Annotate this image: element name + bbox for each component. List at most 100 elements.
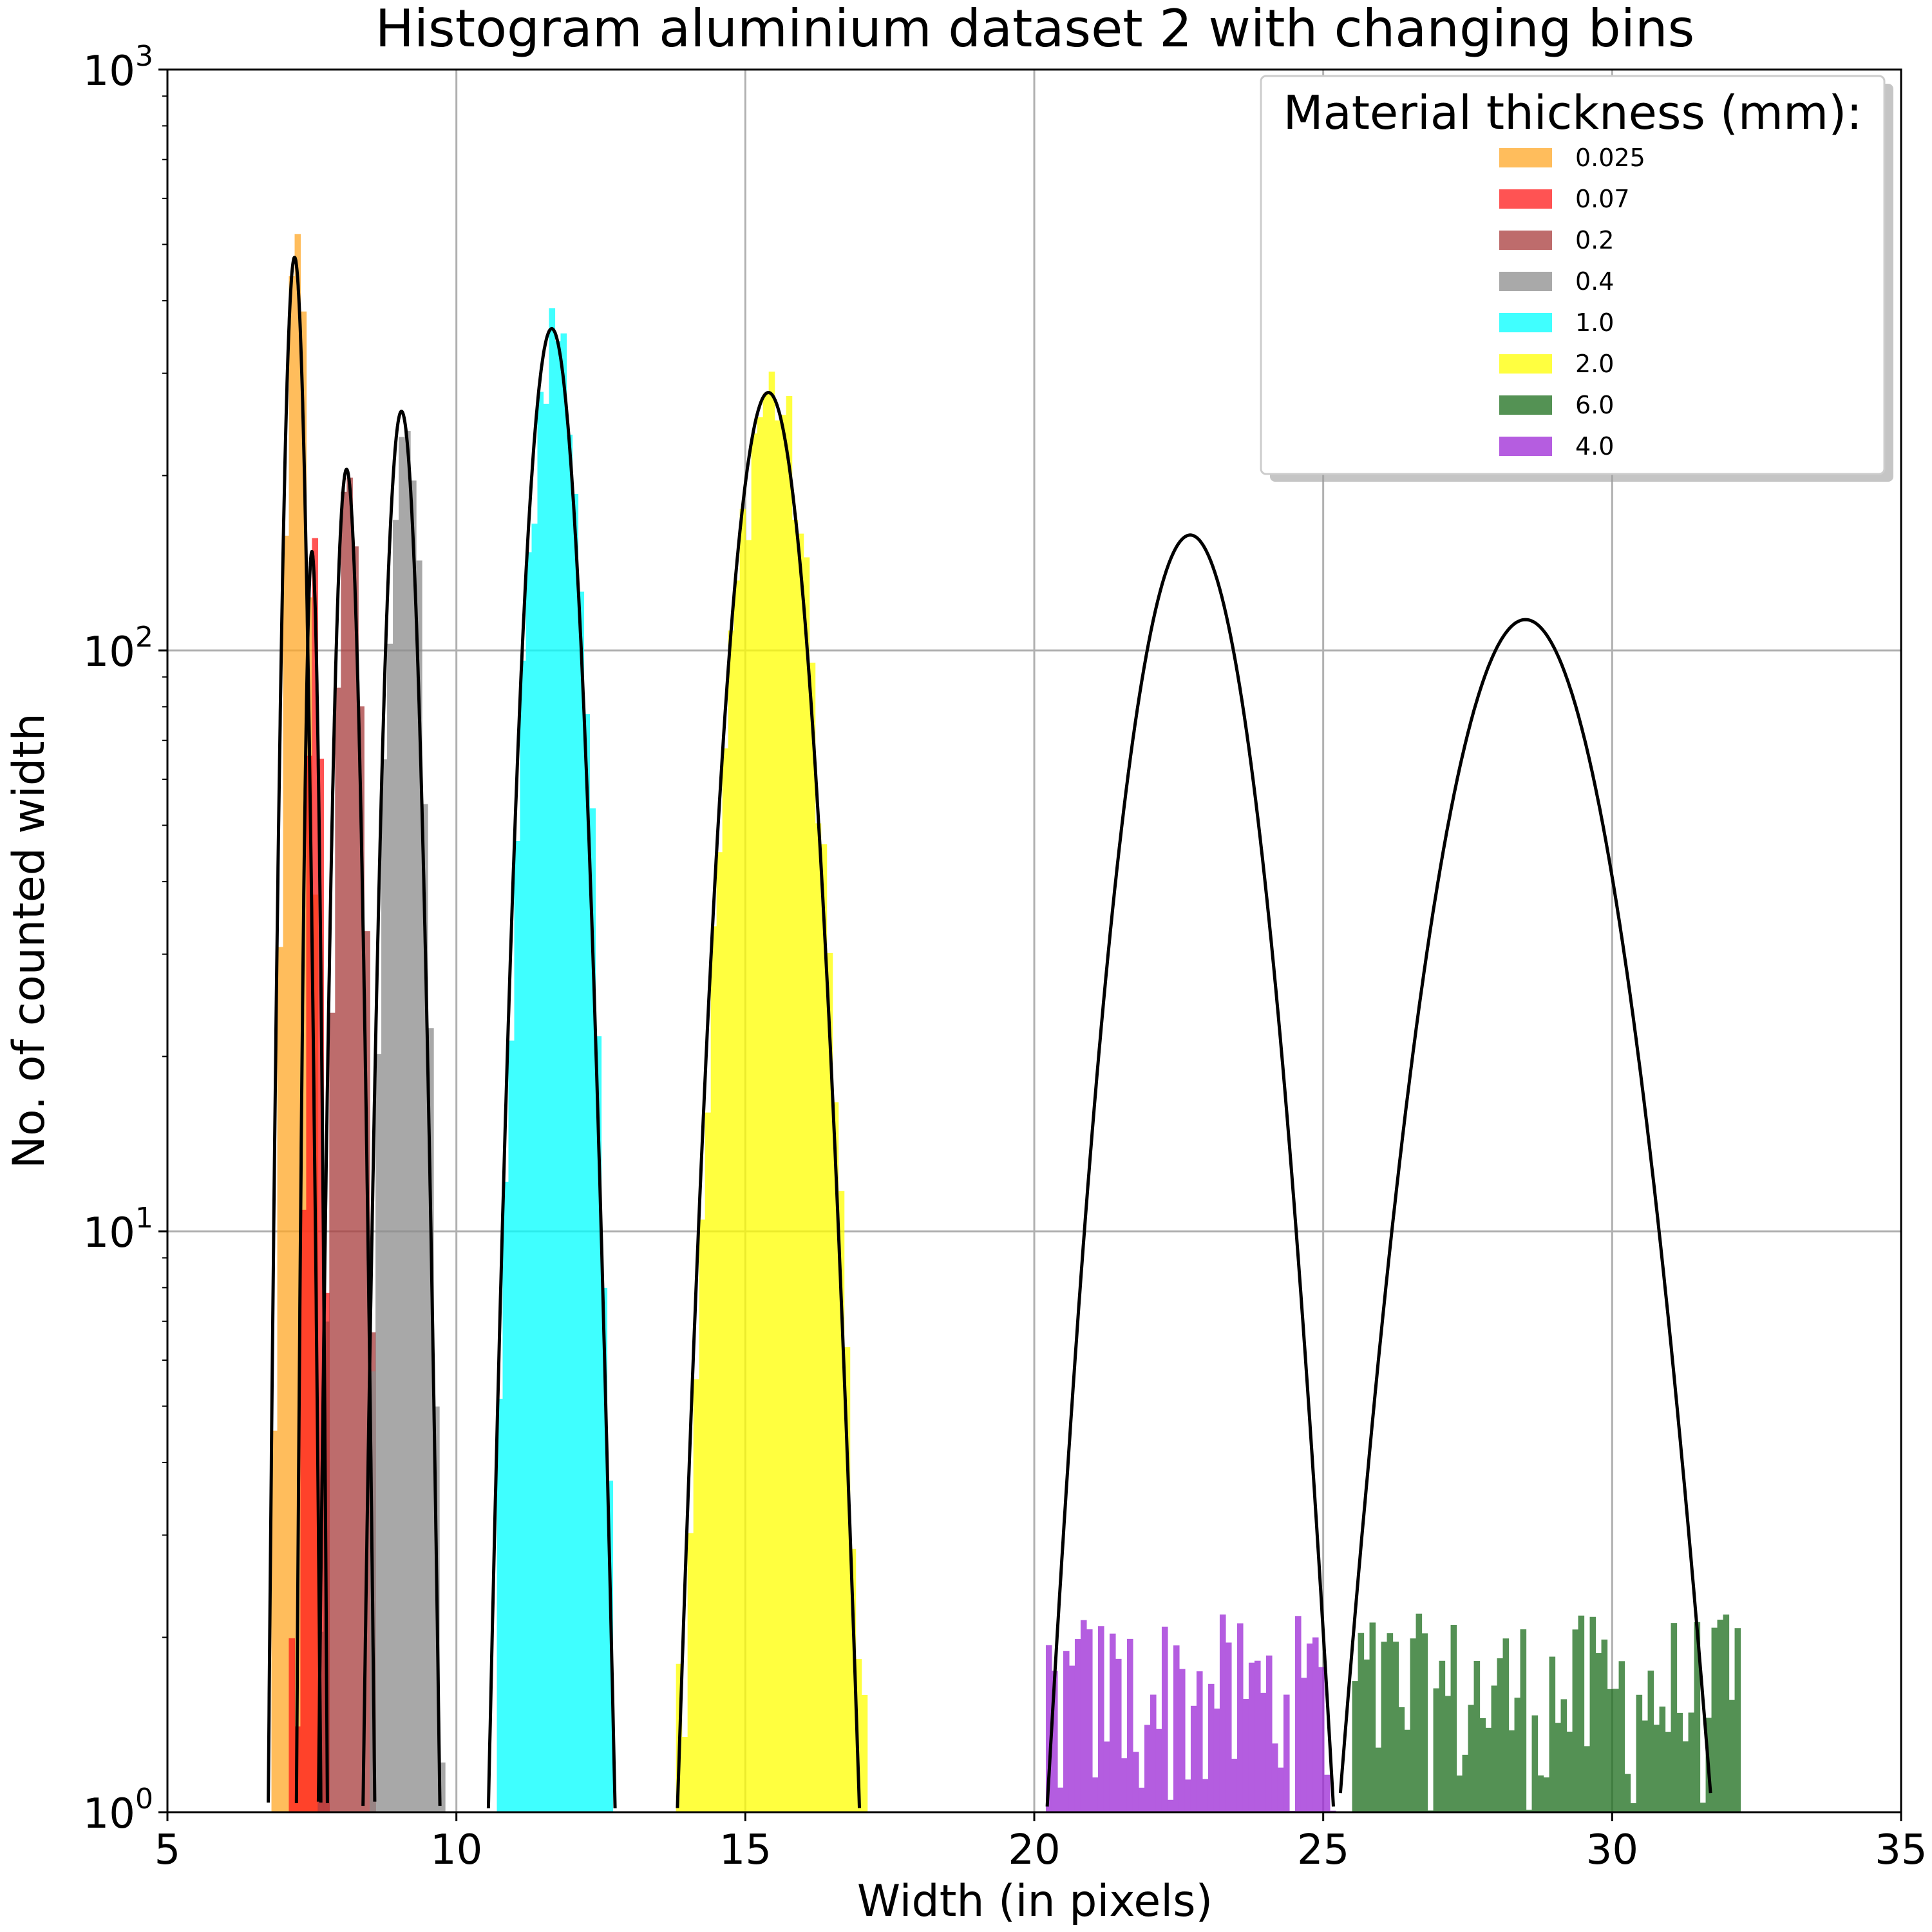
gaussian-fit-curves [267,256,1712,1809]
histogram-bar [531,524,538,1812]
histogram-bar [1115,1658,1122,1812]
histogram-bar [820,844,828,1812]
histogram-bar [381,759,388,1812]
histogram-bar [1607,1689,1614,1812]
histogram-bar [1688,1712,1695,1812]
histogram-bar [578,591,585,1813]
legend-swatch [1499,395,1552,415]
histogram-bar [1144,1725,1151,1812]
histogram-bar [1121,1758,1128,1812]
histogram-bar [1711,1627,1718,1812]
histogram-bar [1283,1694,1290,1812]
histogram-bar [1167,1799,1174,1812]
x-axis-ticks: 5 10 15 20 25 30 35 [155,1812,1927,1874]
legend-entry-label: 0.07 [1575,185,1630,213]
histogram-bar [1173,1645,1180,1812]
histogram-bar [1630,1803,1637,1812]
histogram-bar [1352,1681,1359,1812]
histogram-bar [497,1398,504,1812]
histogram-bar [387,643,393,1812]
histogram-bar [1566,1731,1573,1812]
histogram-bar [1416,1613,1423,1812]
histogram-bar [335,687,341,1812]
x-tick-label: 30 [1586,1826,1638,1874]
histogram-bar [566,434,573,1812]
histogram-bar [601,1287,608,1812]
fit-curve [1045,533,1335,1807]
x-tick-label: 20 [1008,1826,1060,1874]
histogram-bar [1462,1754,1469,1812]
histogram-bar [1676,1712,1683,1812]
histogram-bar [1636,1694,1643,1812]
histogram-bar [422,804,428,1812]
legend-swatch [1499,148,1552,167]
fit-curve [361,410,442,1806]
fit-curve [316,468,377,1802]
legend-entry-label: 6.0 [1575,391,1614,419]
histogram-bar [1150,1694,1157,1812]
histogram-bar [1254,1660,1261,1812]
y-tick-label: 101 [83,1202,153,1257]
legend-box [1260,75,1886,475]
histogram-bar [1647,1671,1654,1812]
histogram-bar [1485,1727,1492,1812]
fit-curve [267,256,323,1803]
histogram-bar [1375,1747,1382,1812]
histogram-bar [705,1112,712,1812]
histogram-bar [1213,1709,1220,1812]
histogram-bar [1208,1683,1215,1812]
y-tick-label: 102 [83,621,153,676]
histogram-bar [526,552,533,1813]
histogram-bar [1734,1628,1741,1812]
histogram-bar [855,1659,862,1812]
histogram-bar [428,1028,434,1812]
histogram-bar [681,1736,688,1812]
histogram-bar [1560,1699,1567,1812]
histogram-bar [1404,1729,1411,1812]
histogram-bar [346,477,353,1813]
histogram-bar [1444,1696,1452,1812]
histogram-bar [826,952,833,1812]
histogram-bar [844,1347,851,1812]
histogram-bar [762,393,770,1812]
histogram-bar [1613,1689,1620,1812]
histogram-bar [722,748,729,1812]
histogram-bar [757,417,764,1813]
histogram-bar [1392,1642,1399,1812]
histogram-bar [1318,1667,1325,1812]
histogram-bar [797,533,804,1813]
legend-swatch [1499,313,1552,332]
series-2_0-bars [676,372,868,1813]
series-6_0-bars [1352,1613,1741,1812]
histogram-bar [520,660,527,1812]
histogram-bar [1219,1614,1226,1812]
histogram-bar [1300,1678,1307,1812]
histogram-bar [1549,1656,1556,1812]
histogram-bar [1294,1616,1302,1812]
histogram-bar [734,580,741,1812]
histogram-bar [1109,1633,1116,1812]
histogram-bar [1491,1685,1498,1812]
histogram-bar [1242,1698,1249,1812]
legend-swatch [1499,354,1552,374]
histogram-bar [699,1219,706,1812]
x-tick-label: 15 [719,1826,772,1874]
histogram-bar [809,662,816,1812]
histogram-bar [283,535,290,1812]
histogram-bar [1671,1623,1678,1812]
fit-curve [486,327,617,1809]
histogram-bar [1236,1623,1244,1812]
histogram-bar [1184,1779,1191,1812]
histogram-bar [791,520,799,1812]
histogram-bar [1456,1776,1463,1812]
histogram-bar [1265,1655,1273,1812]
histogram-bar [1398,1707,1405,1812]
histogram-bar [1086,1629,1093,1812]
histogram-bar [1196,1671,1203,1812]
x-tick-label: 35 [1875,1826,1927,1874]
histogram-bar [1057,1787,1064,1812]
histogram-bar [1479,1718,1486,1812]
histogram-bar [1502,1638,1510,1812]
histogram-bar [1694,1622,1701,1812]
histogram-bar [1103,1741,1110,1812]
